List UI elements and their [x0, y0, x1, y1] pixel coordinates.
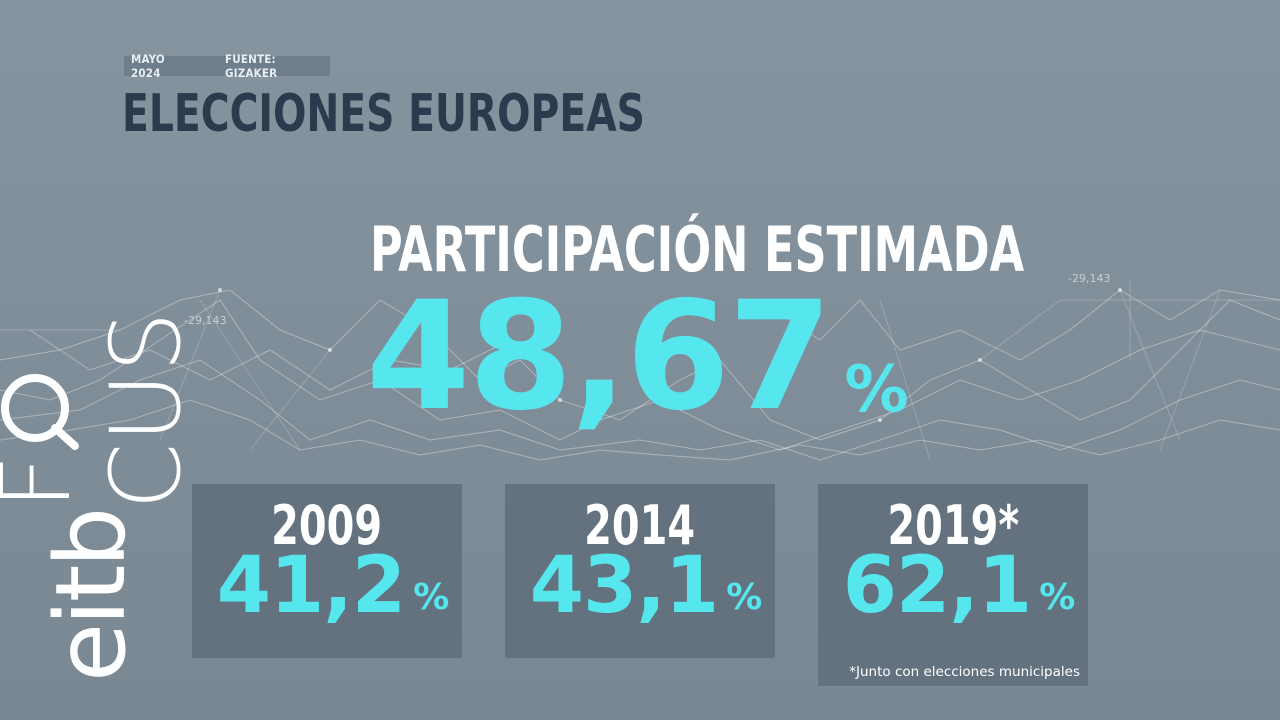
card-year: 2009 [192, 494, 462, 558]
logo-product-part-1: F [0, 454, 92, 509]
logo-brand-text: eitb [35, 509, 147, 682]
estimate-value: 48,67 % [366, 282, 909, 432]
card-number: 62,1 [842, 541, 1032, 631]
card-year-text: 2009 [271, 494, 383, 557]
history-card-2019: 2019* 62,1 % *Junto con elecciones munic… [818, 484, 1088, 686]
estimate-percent-sign: % [844, 353, 909, 427]
eitb-focus-logo: eitb FO CUS [0, 202, 202, 682]
estimate-number: 48,67 [366, 270, 832, 444]
card-year-text: 2014 [584, 494, 696, 557]
card-number: 41,2 [216, 541, 406, 631]
card-value: 43,1 % [517, 542, 775, 630]
background-value-label-right: -29,143 [1068, 272, 1111, 285]
magnifier-icon [1, 374, 79, 451]
header-source: FUENTE: GIZAKER [225, 52, 278, 80]
logo-product-o: O [0, 374, 91, 455]
history-card-2009: 2009 41,2 % [192, 484, 462, 658]
card-percent-sign: % [726, 577, 763, 618]
card-year-text: 2019* [887, 494, 1019, 557]
header-info-strip: MAYO 2024 FUENTE: GIZAKER [124, 52, 330, 80]
card-footnote: *Junto con elecciones municipales [849, 664, 1080, 680]
card-percent-sign: % [1039, 577, 1076, 618]
history-card-2014: 2014 43,1 % [505, 484, 775, 658]
card-number: 43,1 [529, 541, 719, 631]
card-percent-sign: % [413, 577, 450, 618]
card-year: 2014 [505, 494, 775, 558]
card-year: 2019* [818, 494, 1088, 558]
logo-product-text: FO CUS [0, 202, 202, 510]
card-value: 62,1 % [830, 542, 1088, 630]
estimate-label: PARTICIPACIÓN ESTIMADA [370, 213, 1025, 286]
background-value-label-left: -29,143 [184, 314, 227, 327]
page-title: ELECCIONES EUROPEAS [122, 84, 645, 144]
logo-product-part-2: CUS [90, 311, 202, 510]
card-value: 41,2 % [204, 542, 462, 630]
header-date: MAYO 2024 [131, 52, 165, 80]
